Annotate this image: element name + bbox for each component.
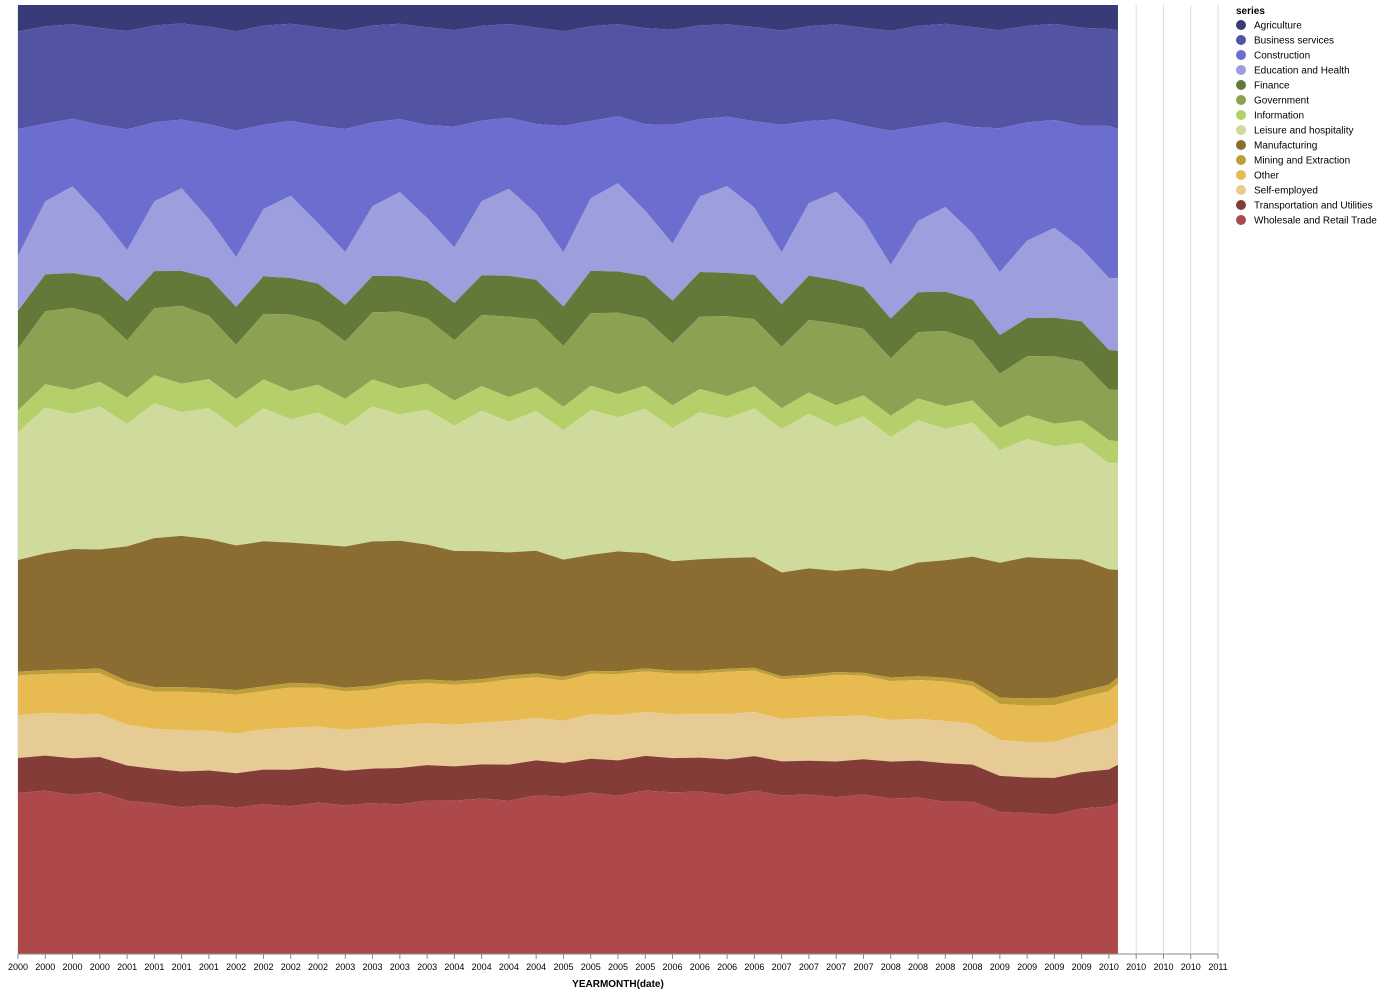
- legend-label: Mining and Extraction: [1254, 156, 1350, 167]
- area: [18, 305, 1118, 442]
- x-tick-label: 2002: [226, 962, 246, 972]
- legend-label: Transportation and Utilities: [1254, 201, 1373, 212]
- legend-swatch: [1236, 20, 1246, 30]
- x-tick-label: 2009: [1044, 962, 1064, 972]
- legend-swatch: [1236, 155, 1246, 165]
- x-tick-label: 2004: [472, 962, 492, 972]
- legend-swatch: [1236, 95, 1246, 105]
- x-tick-label: 2001: [172, 962, 192, 972]
- x-tick-label: 2004: [526, 962, 546, 972]
- x-tick-label: 2003: [390, 962, 410, 972]
- legend-label: Manufacturing: [1254, 141, 1317, 152]
- x-tick-label: 2007: [772, 962, 792, 972]
- x-tick-label: 2007: [826, 962, 846, 972]
- x-tick-label: 2002: [253, 962, 273, 972]
- x-tick-label: 2010: [1153, 962, 1173, 972]
- legend-swatch: [1236, 185, 1246, 195]
- legend-label: Information: [1254, 111, 1304, 122]
- x-tick-label: 2000: [35, 962, 55, 972]
- x-tick-label: 2011: [1208, 962, 1227, 972]
- x-tick-label: 2005: [608, 962, 628, 972]
- legend-label: Other: [1254, 171, 1280, 182]
- legend-label: Education and Health: [1254, 66, 1350, 77]
- x-tick-label: 2000: [90, 962, 110, 972]
- area: [18, 790, 1118, 954]
- legend-swatch: [1236, 80, 1246, 90]
- x-tick-label: 2003: [363, 962, 383, 972]
- area: [18, 403, 1118, 573]
- legend-label: Wholesale and Retail Trade: [1254, 216, 1377, 227]
- areas: [18, 5, 1118, 954]
- area: [18, 270, 1118, 391]
- legend-label: Business services: [1254, 36, 1334, 47]
- legend-label: Finance: [1254, 81, 1290, 92]
- legend-label: Self-employed: [1254, 186, 1318, 197]
- legend: series Agriculture Business services Const…: [1236, 6, 1377, 227]
- x-axis: 2000 2000 2000 2000 2001 2001 2001 2001 2002 2002…: [8, 953, 1228, 972]
- x-tick-label: 2001: [199, 962, 219, 972]
- area: [18, 711, 1118, 778]
- x-tick-label: 2006: [717, 962, 737, 972]
- legend-label: Government: [1254, 96, 1309, 107]
- area: [18, 667, 1118, 706]
- legend-swatch: [1236, 125, 1246, 135]
- area: [18, 535, 1118, 699]
- x-tick-label: 2005: [553, 962, 573, 972]
- area: [18, 755, 1118, 815]
- area: [18, 183, 1118, 351]
- x-tick-label: 2010: [1099, 962, 1119, 972]
- x-tick-label: 2006: [744, 962, 764, 972]
- x-tick-label: 2006: [663, 962, 683, 972]
- legend-swatch: [1236, 35, 1246, 45]
- x-tick-label: 2008: [908, 962, 928, 972]
- x-tick-label: 2010: [1181, 962, 1201, 972]
- x-tick-label: 2000: [8, 962, 28, 972]
- area: [18, 116, 1118, 279]
- x-tick-label: 2005: [635, 962, 655, 972]
- x-axis-title: YEARMONTH(date): [572, 979, 664, 990]
- legend-label: Agriculture: [1254, 21, 1302, 32]
- x-tick-label: 2003: [335, 962, 355, 972]
- x-tick-label: 2009: [990, 962, 1010, 972]
- x-tick-label: 2009: [1072, 962, 1092, 972]
- x-tick-label: 2009: [1017, 962, 1037, 972]
- legend-swatch: [1236, 50, 1246, 60]
- x-tick-label: 2001: [117, 962, 137, 972]
- legend-swatch: [1236, 110, 1246, 120]
- x-tick-label: 2008: [935, 962, 955, 972]
- area: [18, 5, 1118, 32]
- x-tick-label: 2008: [963, 962, 983, 972]
- x-tick-label: 2005: [581, 962, 601, 972]
- area: [18, 23, 1118, 131]
- legend-swatch: [1236, 140, 1246, 150]
- x-tick-label: 2007: [853, 962, 873, 972]
- x-tick-label: 2000: [63, 962, 83, 972]
- x-tick-label: 2002: [308, 962, 328, 972]
- area: [18, 375, 1118, 464]
- legend-swatch: [1236, 200, 1246, 210]
- legend-label: Leisure and hospitality: [1254, 126, 1354, 137]
- area: [18, 670, 1118, 742]
- x-tick-label: 2004: [499, 962, 519, 972]
- legend-swatch: [1236, 65, 1246, 75]
- legend-label: Construction: [1254, 51, 1310, 62]
- x-tick-label: 2001: [144, 962, 164, 972]
- x-tick-label: 2010: [1126, 962, 1146, 972]
- x-tick-label: 2006: [690, 962, 710, 972]
- x-tick-label: 2004: [444, 962, 464, 972]
- x-tick-label: 2008: [881, 962, 901, 972]
- legend-swatch: [1236, 215, 1246, 225]
- legend-title: series: [1236, 6, 1265, 17]
- legend-swatch: [1236, 170, 1246, 180]
- x-tick-label: 2003: [417, 962, 437, 972]
- x-tick-label: 2007: [799, 962, 819, 972]
- x-tick-label: 2002: [281, 962, 301, 972]
